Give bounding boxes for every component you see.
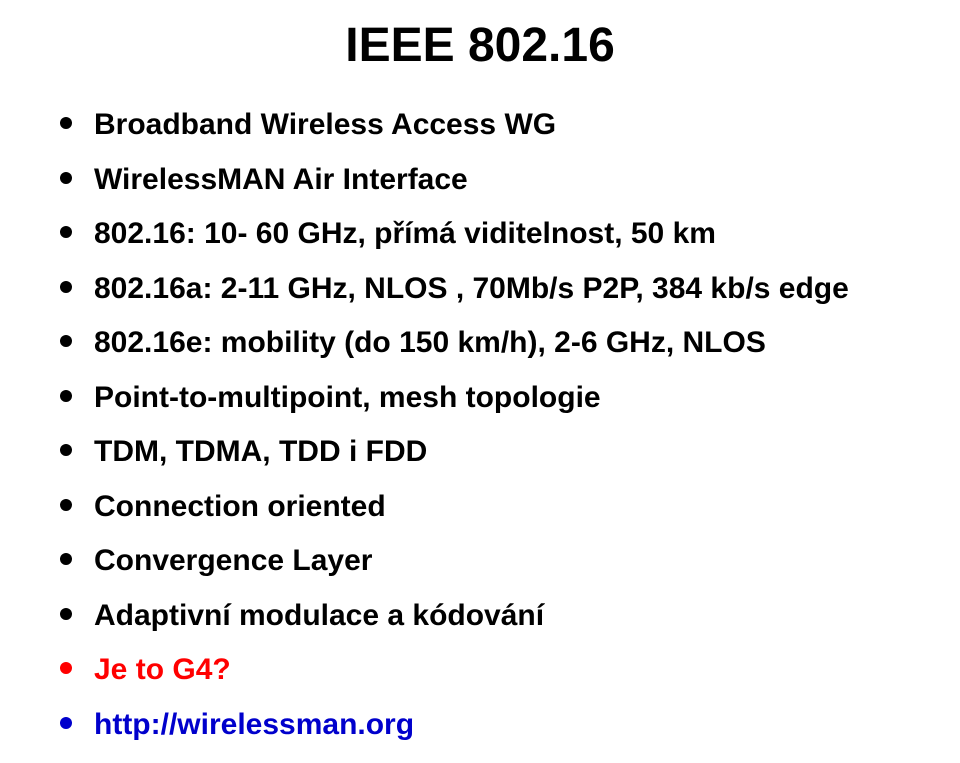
bullet-text: Point-to-multipoint, mesh topologie	[94, 378, 930, 419]
slide-title: IEEE 802.16	[0, 18, 960, 73]
bullet-text: Broadband Wireless Access WG	[94, 105, 930, 146]
bullet-item: http://wirelessman.org	[60, 705, 930, 746]
bullet-dot-icon	[60, 608, 72, 620]
bullet-text: WirelessMAN Air Interface	[94, 160, 930, 201]
bullet-item: Adaptivní modulace a kódování	[60, 596, 930, 637]
bullet-dot-icon	[60, 172, 72, 184]
bullet-item: 802.16e: mobility (do 150 km/h), 2-6 GHz…	[60, 323, 930, 364]
bullet-text: TDM, TDMA, TDD i FDD	[94, 432, 930, 473]
bullet-item: Broadband Wireless Access WG	[60, 105, 930, 146]
bullet-text: http://wirelessman.org	[94, 705, 930, 746]
bullet-text: Convergence Layer	[94, 541, 930, 582]
bullet-dot-icon	[60, 444, 72, 456]
bullet-dot-icon	[60, 553, 72, 565]
bullet-item: 802.16a: 2-11 GHz, NLOS , 70Mb/s P2P, 38…	[60, 269, 930, 310]
bullet-item: Convergence Layer	[60, 541, 930, 582]
bullet-item: TDM, TDMA, TDD i FDD	[60, 432, 930, 473]
bullet-text: 802.16a: 2-11 GHz, NLOS , 70Mb/s P2P, 38…	[94, 269, 930, 310]
bullet-item: WirelessMAN Air Interface	[60, 160, 930, 201]
bullet-text: Je to G4?	[94, 650, 930, 691]
bullet-item: Point-to-multipoint, mesh topologie	[60, 378, 930, 419]
bullet-item: 802.16: 10- 60 GHz, přímá viditelnost, 5…	[60, 214, 930, 255]
bullet-dot-icon	[60, 390, 72, 402]
bullet-item: Connection oriented	[60, 487, 930, 528]
bullet-list: Broadband Wireless Access WG WirelessMAN …	[0, 105, 960, 745]
bullet-dot-icon	[60, 499, 72, 511]
bullet-text: Adaptivní modulace a kódování	[94, 596, 930, 637]
bullet-dot-icon	[60, 226, 72, 238]
slide: IEEE 802.16 Broadband Wireless Access WG…	[0, 0, 960, 763]
bullet-dot-icon	[60, 117, 72, 129]
bullet-text: 802.16: 10- 60 GHz, přímá viditelnost, 5…	[94, 214, 930, 255]
bullet-dot-icon	[60, 281, 72, 293]
bullet-dot-icon	[60, 717, 72, 729]
bullet-text: Connection oriented	[94, 487, 930, 528]
bullet-item: Je to G4?	[60, 650, 930, 691]
bullet-text: 802.16e: mobility (do 150 km/h), 2-6 GHz…	[94, 323, 930, 364]
bullet-dot-icon	[60, 335, 72, 347]
bullet-dot-icon	[60, 662, 72, 674]
